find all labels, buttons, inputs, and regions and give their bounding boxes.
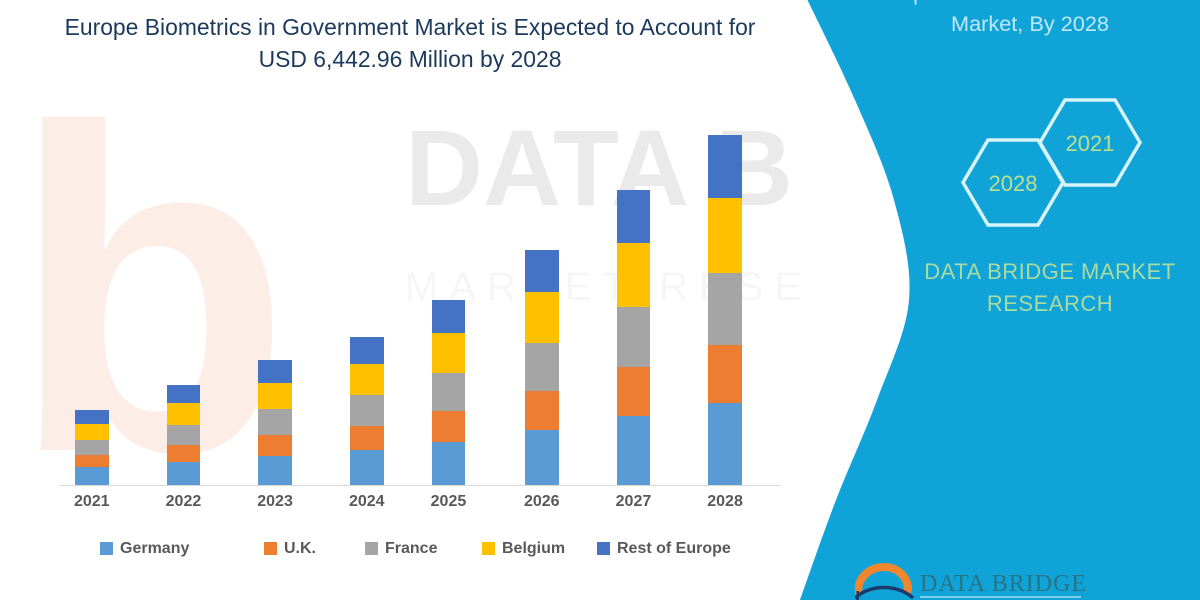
svg-text:2028: 2028 [989, 171, 1038, 196]
svg-text:2021: 2021 [1066, 131, 1115, 156]
svg-text:DATA BRIDGE: DATA BRIDGE [920, 571, 1087, 597]
